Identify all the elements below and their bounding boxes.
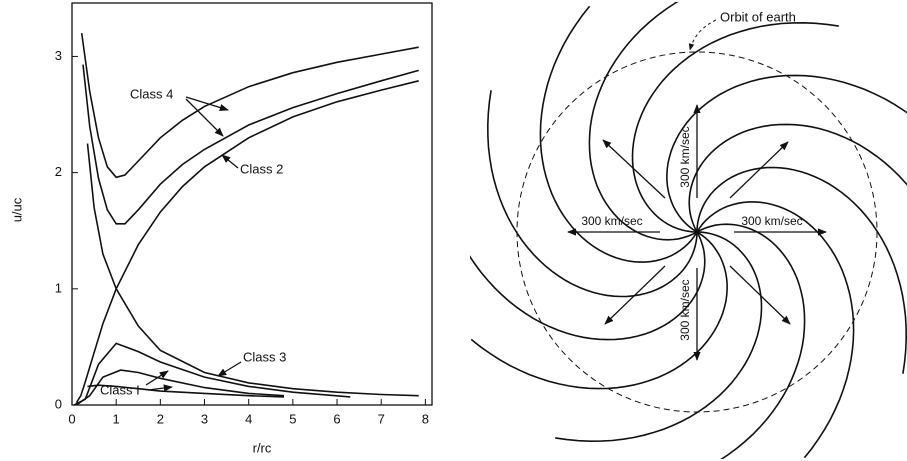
annotation: Class I [100,382,140,397]
y-tick-label: 3 [55,48,62,63]
field-line [470,231,706,341]
curve [80,33,419,179]
field-line [486,90,698,298]
x-tick-label: 1 [113,411,120,426]
field-line [539,5,698,263]
field-line [666,74,907,233]
y-axis-label: u/uc [9,197,24,222]
y-tick-label: 2 [55,164,62,179]
curve [86,143,419,397]
orbit-label: Orbit of earth [720,9,796,24]
x-tick-label: 4 [245,411,252,426]
speed-label: 300 km/sec [581,214,642,228]
field-line [696,166,907,374]
x-tick-label: 6 [333,411,340,426]
field-line [688,123,907,233]
leader [185,96,229,112]
speed-label: 300 km/sec [678,126,692,187]
y-tick-label: 1 [55,280,62,295]
x-tick-label: 2 [157,411,164,426]
x-tick-label: 3 [201,411,208,426]
curve [75,80,419,404]
field-line [696,223,806,459]
leader [217,361,242,377]
curve [73,342,351,406]
x-tick-label: 8 [422,411,429,426]
field-line [631,21,839,233]
annotation: Class 2 [240,161,283,176]
speed-arrow [729,141,789,199]
y-tick-label: 0 [55,396,62,411]
annotation: Class 3 [243,349,286,364]
speed-label: 300 km/sec [741,214,802,228]
curve [82,64,419,225]
leader [221,154,239,169]
field-line [588,2,698,241]
curve [87,384,285,398]
speed-label: 300 km/sec [678,279,692,340]
x-axis-label: r/rc [253,440,272,455]
curve [75,369,285,406]
x-tick-label: 0 [68,411,75,426]
x-tick-label: 5 [289,411,296,426]
orbit-leader [688,19,717,51]
x-tick-label: 7 [378,411,385,426]
field-line [555,231,763,443]
field-line [696,201,855,459]
plot-frame [71,2,433,406]
spiral-diagram: Orbit of earth 300 km/sec 300 km/sec 300… [470,2,907,459]
field-line [470,231,728,390]
leader [185,98,224,137]
annotation: Class 4 [130,86,173,101]
